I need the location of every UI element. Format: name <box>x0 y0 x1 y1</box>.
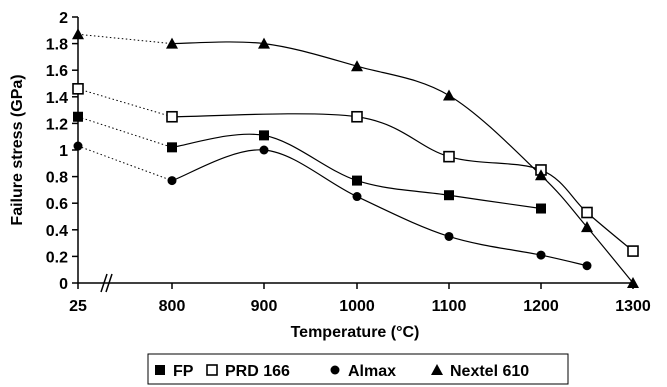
y-tick-label: 0.6 <box>46 196 68 213</box>
fp-point <box>73 111 83 122</box>
prd-166-point <box>166 110 178 123</box>
y-tick-label: 0.4 <box>46 223 68 240</box>
almax-point <box>352 192 362 202</box>
nextel-610-point <box>166 37 178 49</box>
nextel-610-point <box>535 169 547 181</box>
x-ticks: 25 800 900 1000 1100 1200 1300 <box>69 283 651 315</box>
y-tick-label: 1.4 <box>46 90 68 107</box>
x-tick-label: 1100 <box>432 298 467 315</box>
fp-point <box>536 203 546 214</box>
fp-point <box>167 142 177 153</box>
y-tick-label: 2 <box>59 10 68 27</box>
y-tick-label: 1.6 <box>46 63 68 80</box>
legend-label-nextel-610: Nextel 610 <box>450 363 529 380</box>
legend-marker-prd-166 <box>206 364 218 376</box>
legend: FP PRD 166 Almax Nextel 610 <box>147 353 569 385</box>
nextel-610-point <box>258 37 270 49</box>
almax-line <box>171 149 588 267</box>
legend-label-fp: FP <box>173 363 194 380</box>
almax-point <box>73 141 83 151</box>
legend-item-fp: FP <box>155 363 194 380</box>
x-axis-title: Temperature (°C) <box>291 324 420 341</box>
prd-166-point <box>581 206 593 219</box>
y-tick-label: 0.2 <box>46 249 68 266</box>
x-tick-label: 1200 <box>523 298 559 315</box>
prd-166-break-segment <box>77 88 173 118</box>
prd-166-point <box>443 150 455 163</box>
legend-marker-fp <box>155 365 165 375</box>
nextel-610-point <box>443 89 455 101</box>
nextel-610-point <box>351 60 363 72</box>
legend-item-prd-166: PRD 166 <box>206 363 290 380</box>
nextel-610-point <box>72 28 84 40</box>
nextel-610-break-segment <box>77 33 173 45</box>
axes <box>77 17 633 293</box>
almax-point <box>167 176 177 186</box>
series-markers <box>72 28 639 288</box>
y-axis-title: Failure stress (GPa) <box>9 74 26 225</box>
x-tick-label: 900 <box>251 298 278 315</box>
legend-label-almax: Almax <box>348 363 396 380</box>
almax-point <box>259 145 269 155</box>
legend-label-prd-166: PRD 166 <box>225 363 290 380</box>
prd-166-point <box>351 110 363 123</box>
prd-166-point <box>72 83 84 95</box>
y-tick-label: 1.2 <box>46 116 68 133</box>
y-tick-label: 1 <box>59 143 68 160</box>
x-tick-label: 800 <box>159 298 186 315</box>
almax-point <box>444 231 454 241</box>
fp-break-segment <box>77 116 173 148</box>
almax-point <box>536 250 546 260</box>
almax-point <box>582 261 592 271</box>
y-tick-label: 0 <box>59 276 68 293</box>
legend-items: FP PRD 166 Almax Nextel 610 <box>155 363 529 380</box>
x-tick-label: 1000 <box>339 298 375 315</box>
legend-item-almax: Almax <box>330 363 396 380</box>
prd-166-point <box>627 245 639 257</box>
nextel-610-point <box>581 221 593 233</box>
x-axis-break-mark <box>100 273 113 293</box>
x-tick-label: 25 <box>69 298 87 315</box>
legend-marker-nextel-610 <box>431 364 443 375</box>
y-tick-label: 1.8 <box>46 37 68 54</box>
nextel-610-line <box>171 41 634 284</box>
y-tick-label: 0.8 <box>46 170 68 187</box>
x-tick-label: 1300 <box>615 298 651 315</box>
series-lines <box>77 33 634 284</box>
almax-break-segment <box>77 145 173 182</box>
nextel-610-point <box>627 277 639 288</box>
fp-point <box>444 190 454 201</box>
fp-point <box>259 130 269 141</box>
y-ticks: 0 0.2 0.4 0.6 0.8 1 1.2 1.4 1.6 1.8 2 <box>46 10 78 293</box>
fp-point <box>352 175 362 186</box>
legend-item-nextel-610: Nextel 610 <box>431 363 529 380</box>
legend-marker-almax <box>330 365 340 375</box>
legend-box <box>147 353 569 385</box>
